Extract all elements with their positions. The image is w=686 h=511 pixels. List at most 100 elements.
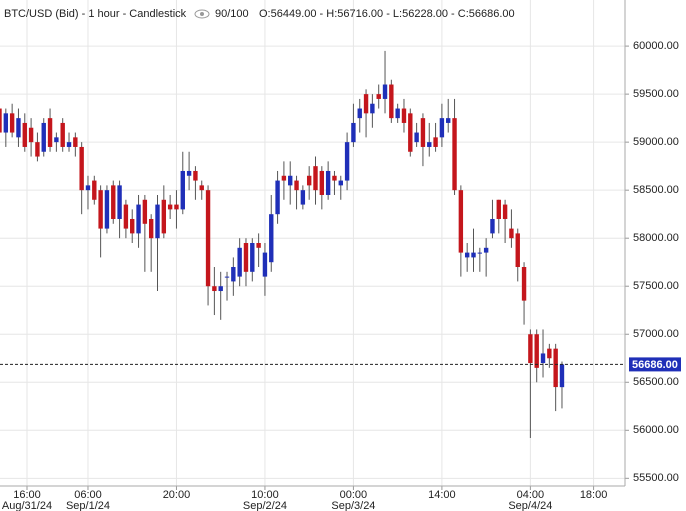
candle-body bbox=[256, 243, 261, 248]
candle-body bbox=[534, 334, 539, 368]
candle-body bbox=[155, 204, 160, 239]
candle-body bbox=[123, 204, 129, 229]
candle-body bbox=[344, 142, 350, 181]
candle-body bbox=[148, 218, 154, 239]
candle-body bbox=[41, 122, 46, 152]
candle-body bbox=[446, 118, 451, 123]
candle-body bbox=[452, 118, 457, 191]
candle-body bbox=[22, 122, 27, 147]
candle-body bbox=[363, 94, 369, 114]
candle-body bbox=[237, 247, 242, 277]
candle-body bbox=[3, 113, 9, 133]
y-tick-label: 58500.00 bbox=[633, 184, 679, 196]
candle-body bbox=[35, 142, 40, 157]
candle-body bbox=[382, 84, 388, 99]
candle-body bbox=[439, 118, 445, 138]
x-tick-label: 10:00 bbox=[251, 489, 279, 501]
candle-body bbox=[294, 180, 299, 191]
visibility-icon[interactable] bbox=[194, 9, 210, 19]
x-date-label: Sep/2/24 bbox=[243, 500, 287, 511]
candle-body bbox=[332, 175, 337, 181]
candle-body bbox=[66, 142, 72, 147]
candle-body bbox=[559, 364, 565, 388]
candle-body bbox=[509, 228, 514, 239]
candle-body bbox=[414, 132, 419, 143]
candle-body bbox=[496, 199, 501, 219]
candle-body bbox=[73, 137, 78, 147]
candle-body bbox=[60, 122, 65, 147]
last-price-label: 56686.00 bbox=[632, 359, 678, 371]
last-price-box bbox=[629, 357, 681, 372]
candle-body bbox=[427, 142, 432, 147]
candle-body bbox=[0, 108, 2, 133]
x-tick-label: 06:00 bbox=[74, 489, 102, 501]
candle-body bbox=[521, 267, 527, 301]
candle-body bbox=[389, 84, 394, 119]
candle-body bbox=[300, 190, 306, 205]
candle-body bbox=[306, 175, 312, 186]
candle-body bbox=[117, 185, 122, 219]
candle-body bbox=[262, 252, 268, 277]
candle-body bbox=[47, 118, 53, 147]
y-tick-label: 58000.00 bbox=[633, 232, 679, 244]
candle-body bbox=[458, 190, 464, 253]
x-date-label: Sep/4/24 bbox=[508, 500, 552, 511]
candle-body bbox=[98, 190, 103, 229]
x-tick-label: 00:00 bbox=[340, 489, 368, 501]
y-tick-label: 60000.00 bbox=[633, 40, 679, 52]
chart-title: BTC/USD (Bid) - 1 hour - Candlestick bbox=[4, 8, 187, 20]
candle-body bbox=[92, 180, 97, 200]
candle-body bbox=[16, 118, 21, 138]
candle-body bbox=[167, 204, 173, 210]
y-tick-label: 59000.00 bbox=[633, 136, 679, 148]
candle-body bbox=[275, 180, 280, 215]
candle-body bbox=[464, 252, 470, 258]
candle-body bbox=[212, 286, 217, 292]
candle-body bbox=[269, 214, 274, 263]
candle-body bbox=[9, 113, 15, 133]
candle-body bbox=[515, 233, 520, 268]
candle-body bbox=[111, 185, 116, 219]
y-tick-label: 57000.00 bbox=[633, 328, 679, 340]
y-tick-label: 57500.00 bbox=[633, 280, 679, 292]
candle-body bbox=[490, 218, 495, 234]
candle-body bbox=[528, 334, 533, 364]
x-tick-label: 16:00 bbox=[13, 489, 41, 501]
candle-body bbox=[338, 180, 343, 186]
candle-body bbox=[79, 146, 84, 191]
candle-body bbox=[313, 166, 318, 191]
x-tick-label: 18:00 bbox=[580, 489, 608, 501]
x-tick-label: 14:00 bbox=[428, 489, 456, 501]
x-tick-label: 20:00 bbox=[163, 489, 191, 501]
candle-body bbox=[161, 199, 167, 234]
candle-body bbox=[54, 137, 59, 143]
candle-body bbox=[281, 175, 287, 181]
candle-body bbox=[395, 108, 400, 119]
candle-body bbox=[205, 190, 211, 287]
candle-body bbox=[199, 185, 204, 191]
candle-body bbox=[477, 252, 483, 254]
x-date-label: Sep/1/24 bbox=[66, 500, 110, 511]
y-tick-label: 59500.00 bbox=[633, 88, 679, 100]
candle-body bbox=[357, 108, 362, 119]
candle-body bbox=[85, 185, 91, 191]
y-tick-label: 56500.00 bbox=[633, 376, 679, 388]
candle-body bbox=[288, 175, 293, 186]
candle-body bbox=[186, 170, 192, 176]
x-date-label: Sep/3/24 bbox=[331, 500, 375, 511]
y-tick-label: 55500.00 bbox=[633, 472, 679, 484]
candle-body bbox=[420, 118, 426, 147]
candle-body bbox=[250, 243, 255, 272]
ohlc-label: O:56449.00 - H:56716.00 - L:56228.00 - C… bbox=[259, 8, 515, 20]
candle-body bbox=[433, 137, 438, 147]
candle-body bbox=[104, 190, 110, 229]
candle-body bbox=[401, 108, 407, 123]
y-tick-label: 56000.00 bbox=[633, 424, 679, 436]
candle-body bbox=[130, 218, 135, 234]
candle-body bbox=[218, 286, 223, 292]
candle-body bbox=[483, 247, 489, 253]
candle-body bbox=[174, 204, 179, 210]
